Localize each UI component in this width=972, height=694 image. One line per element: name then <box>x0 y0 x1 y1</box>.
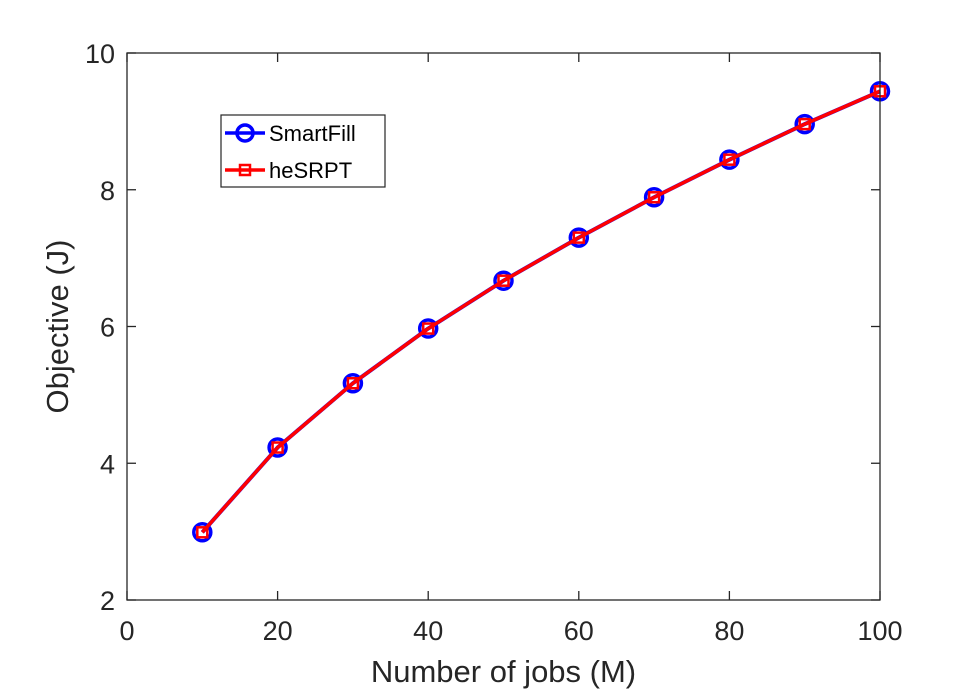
data-point-hesrpt <box>572 231 586 244</box>
data-point-smartfill <box>267 437 288 458</box>
axes: 0 20 40 60 80 100 2 4 6 8 10 <box>85 39 903 646</box>
data-point-hesrpt <box>421 322 435 335</box>
y-axis-label: Objective (J) <box>40 240 75 414</box>
y-tick-label: 4 <box>100 449 115 479</box>
x-tick-label: 20 <box>263 616 293 646</box>
y-tick-label: 8 <box>100 176 115 206</box>
data-point-hesrpt <box>723 153 736 166</box>
data-point-smartfill <box>417 318 439 339</box>
data-point-smartfill <box>719 149 740 170</box>
data-point-hesrpt <box>798 117 811 131</box>
data-point-smartfill <box>493 270 514 291</box>
data-point-smartfill <box>643 187 665 208</box>
x-tick-label: 100 <box>857 616 902 646</box>
data-point-hesrpt <box>647 191 661 204</box>
data-point-hesrpt <box>497 274 510 287</box>
x-axis-label: Number of jobs (M) <box>371 654 636 689</box>
data-point-smartfill <box>568 227 590 248</box>
x-tick-label: 60 <box>564 616 594 646</box>
legend-label-hesrpt: heSRPT <box>269 158 352 183</box>
x-tick-label: 80 <box>714 616 744 646</box>
legend: SmartFill heSRPT <box>220 114 386 188</box>
y-tick-label: 6 <box>100 313 115 343</box>
legend-marker-smartfill <box>235 123 255 143</box>
x-tick-label: 40 <box>413 616 443 646</box>
data-point-hesrpt <box>346 377 360 390</box>
legend-marker-hesrpt <box>238 163 252 177</box>
y-tick-label: 10 <box>85 39 115 69</box>
series-line-hesrpt <box>200 89 881 534</box>
data-point-smartfill <box>192 522 213 543</box>
data-point-hesrpt <box>196 526 209 539</box>
data-point-smartfill <box>342 373 364 394</box>
legend-label-smartfill: SmartFill <box>269 121 356 146</box>
y-tick-label: 2 <box>100 586 115 616</box>
x-tick-label: 0 <box>119 616 134 646</box>
data-point-hesrpt <box>271 441 284 454</box>
data-point-smartfill <box>794 113 815 135</box>
